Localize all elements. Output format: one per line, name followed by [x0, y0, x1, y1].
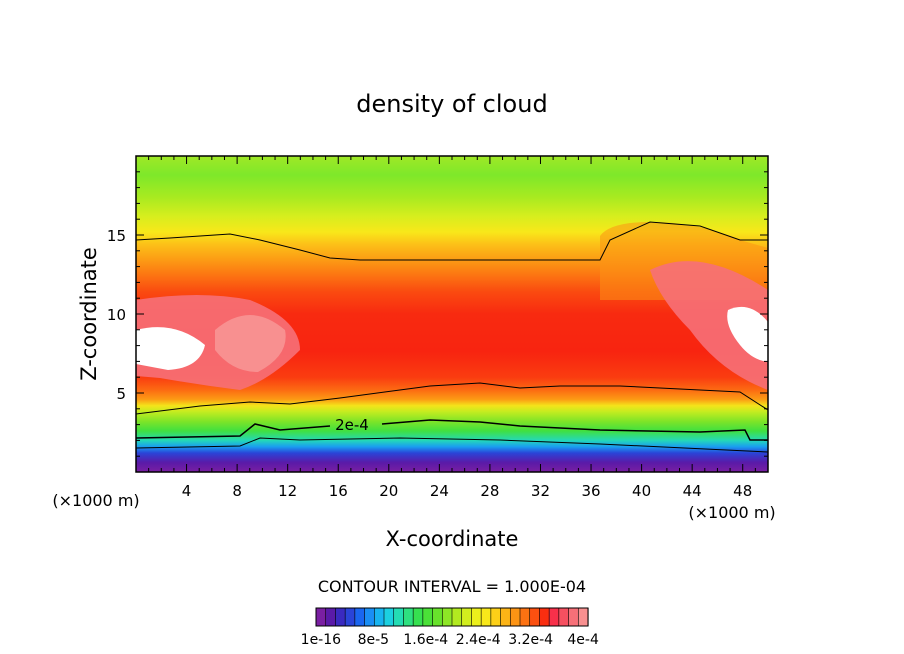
colorbar-swatch [325, 607, 337, 627]
x-tick-label: 12 [278, 482, 297, 500]
colorbar-label: 3.2e-4 [508, 632, 553, 648]
y-tick-label: 5 [116, 385, 126, 403]
density-lobe-right [650, 261, 768, 390]
colorbar-swatch [335, 607, 346, 627]
colorbar-swatch [539, 607, 550, 627]
colorbar-swatch [364, 607, 375, 627]
contour-line-2e-4 [136, 419, 768, 441]
x-tick-label: 28 [480, 482, 499, 500]
x-tick-label: 32 [531, 482, 550, 500]
colorbar-swatch [558, 607, 570, 627]
colorbar-swatch [490, 607, 502, 627]
colorbar-swatch [519, 607, 531, 627]
colorbar-swatch [461, 607, 473, 627]
colorbar-swatch [577, 607, 589, 627]
colorbar-swatch [344, 607, 356, 627]
colorbar-swatch [480, 607, 492, 627]
x-tick-label: 20 [379, 482, 398, 500]
colorbar-label: 1.6e-4 [403, 632, 448, 648]
x-tick-label: 24 [430, 482, 449, 500]
contour-line-lower [136, 437, 768, 453]
colorbar-swatch [509, 607, 521, 627]
colorbar-label: 1e-16 [301, 632, 341, 648]
x-tick-label: 44 [683, 482, 702, 500]
colorbar-label: 2.4e-4 [456, 632, 501, 648]
y-tick-label: 15 [107, 227, 126, 245]
colorbar-swatch [568, 607, 579, 627]
chart-title: density of cloud [356, 90, 547, 118]
density-max-right [727, 306, 768, 362]
colorbar: 1e-16 8e-5 1.6e-4 2.4e-4 3.2e-4 4e-4 [301, 607, 599, 648]
colorbar-label: 4e-4 [567, 632, 599, 648]
colorbar-swatch [451, 607, 463, 627]
colorbar-swatch [354, 607, 366, 627]
x-unit-left: (×1000 m) [52, 491, 139, 510]
x-axis-label: X-coordinate [386, 527, 519, 551]
density-lobe-left-inner [215, 315, 286, 372]
colorbar-swatch [529, 607, 541, 627]
colorbar-label: 8e-5 [358, 632, 389, 648]
contour-line-upper [136, 221, 768, 261]
colorbar-swatch [471, 607, 482, 627]
x-tick-label: 48 [733, 482, 752, 500]
x-tick-label: 16 [329, 482, 348, 500]
contour-label: 2e-4 [335, 416, 369, 434]
x-unit-right: (×1000 m) [688, 503, 775, 522]
y-axis-label: Z-coordinate [77, 247, 101, 381]
contour-interval-note: CONTOUR INTERVAL = 1.000E-04 [318, 577, 586, 596]
colorbar-swatch [373, 607, 385, 627]
density-max-left [136, 327, 205, 370]
colorbar-swatch [383, 607, 395, 627]
colorbar-swatch [441, 607, 453, 627]
colorbar-swatch [432, 607, 443, 627]
plot-area [136, 156, 768, 472]
colorbar-swatch [548, 607, 560, 627]
y-tick-label: 10 [107, 306, 126, 324]
colorbar-swatch [315, 607, 327, 627]
x-tick-label: 8 [232, 482, 242, 500]
colorbar-swatch [412, 607, 424, 627]
colorbar-frame [315, 607, 589, 627]
colorbar-swatch [422, 607, 434, 627]
x-tick-label: 36 [581, 482, 600, 500]
contour-line-mid [136, 382, 768, 415]
x-tick-label: 40 [632, 482, 651, 500]
x-tick-label: 4 [182, 482, 192, 500]
colorbar-swatch [500, 607, 511, 627]
colorbar-swatch [393, 607, 405, 627]
colorbar-swatch [403, 607, 414, 627]
